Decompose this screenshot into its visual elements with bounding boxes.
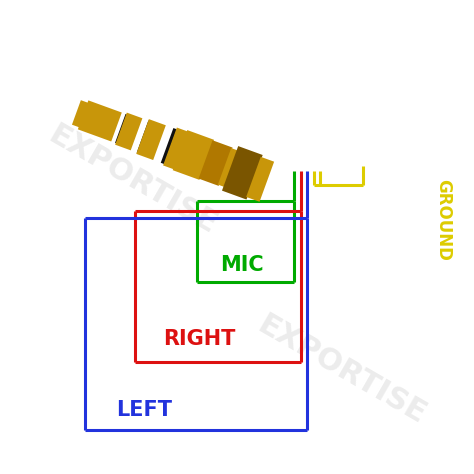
Text: EXPORTISE: EXPORTISE: [252, 310, 430, 429]
Text: GROUND: GROUND: [434, 180, 452, 261]
Bar: [78, 100, 122, 142]
Bar: [161, 128, 177, 164]
Text: MIC: MIC: [220, 255, 264, 275]
Bar: [222, 146, 263, 200]
Bar: [137, 120, 152, 154]
Text: EXPORTISE: EXPORTISE: [44, 120, 222, 240]
Bar: [176, 132, 193, 171]
Bar: [136, 119, 166, 160]
Text: RIGHT: RIGHT: [163, 329, 235, 349]
Bar: [199, 140, 233, 186]
Text: LEFT: LEFT: [117, 400, 173, 420]
Bar: [173, 130, 214, 180]
Bar: [218, 148, 240, 188]
Bar: [115, 114, 129, 144]
Bar: [163, 128, 188, 170]
Bar: [72, 100, 97, 130]
Bar: [246, 157, 274, 202]
Bar: [115, 113, 142, 150]
